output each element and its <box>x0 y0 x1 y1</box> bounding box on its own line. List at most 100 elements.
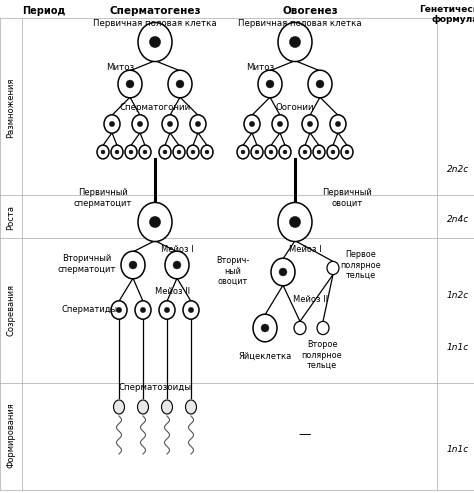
Ellipse shape <box>294 321 306 335</box>
Ellipse shape <box>317 321 329 335</box>
Ellipse shape <box>135 301 151 319</box>
Text: Генетическая
формула: Генетическая формула <box>419 5 474 24</box>
Circle shape <box>290 36 301 48</box>
Circle shape <box>269 150 273 154</box>
Ellipse shape <box>159 301 175 319</box>
Ellipse shape <box>190 115 206 133</box>
Circle shape <box>149 216 161 228</box>
Text: Созревания: Созревания <box>7 284 16 336</box>
Ellipse shape <box>125 145 137 159</box>
Circle shape <box>115 150 119 154</box>
Text: Размножения: Размножения <box>7 78 16 138</box>
Circle shape <box>261 324 269 332</box>
Circle shape <box>177 150 181 154</box>
Circle shape <box>255 150 259 154</box>
Circle shape <box>129 261 137 269</box>
Ellipse shape <box>237 145 249 159</box>
Circle shape <box>149 36 161 48</box>
Ellipse shape <box>271 258 295 286</box>
Circle shape <box>129 150 133 154</box>
Text: Сперматогенез: Сперматогенез <box>109 6 201 16</box>
Ellipse shape <box>258 70 282 98</box>
Ellipse shape <box>251 145 263 159</box>
Text: 1n1c: 1n1c <box>447 446 469 455</box>
Ellipse shape <box>111 145 123 159</box>
Ellipse shape <box>113 400 125 414</box>
Circle shape <box>283 150 287 154</box>
Circle shape <box>195 121 201 127</box>
Text: Формирования: Формирования <box>7 402 16 468</box>
Text: Яйцеклетка: Яйцеклетка <box>238 352 292 360</box>
Circle shape <box>143 150 147 154</box>
Text: Вторичный
сперматоцит: Вторичный сперматоцит <box>58 254 116 274</box>
Ellipse shape <box>162 400 173 414</box>
Circle shape <box>331 150 335 154</box>
Ellipse shape <box>341 145 353 159</box>
Ellipse shape <box>278 23 312 62</box>
Text: 1n2c: 1n2c <box>447 290 469 300</box>
Circle shape <box>163 150 167 154</box>
Circle shape <box>345 150 349 154</box>
Text: Второе
полярное
тельце: Второе полярное тельце <box>301 340 342 370</box>
Circle shape <box>101 150 105 154</box>
Circle shape <box>307 121 313 127</box>
Ellipse shape <box>118 70 142 98</box>
Text: Оогонии: Оогонии <box>276 103 314 111</box>
Circle shape <box>140 307 146 313</box>
Text: Мейоз I: Мейоз I <box>161 246 193 254</box>
Ellipse shape <box>121 251 145 279</box>
Ellipse shape <box>327 261 339 275</box>
Ellipse shape <box>111 301 127 319</box>
Text: Период: Период <box>22 6 65 16</box>
Text: Мейоз II: Мейоз II <box>155 286 191 295</box>
Circle shape <box>167 121 173 127</box>
Ellipse shape <box>185 400 197 414</box>
Circle shape <box>336 121 341 127</box>
Circle shape <box>317 150 321 154</box>
Ellipse shape <box>187 145 199 159</box>
Ellipse shape <box>299 145 311 159</box>
Text: Вторич-
ный
овоцит: Вторич- ный овоцит <box>216 256 250 286</box>
Circle shape <box>303 150 307 154</box>
Circle shape <box>249 121 255 127</box>
Ellipse shape <box>244 115 260 133</box>
Text: —: — <box>299 428 311 442</box>
Ellipse shape <box>313 145 325 159</box>
Text: Мейоз I: Мейоз I <box>289 246 321 254</box>
Circle shape <box>173 261 181 269</box>
Circle shape <box>188 307 194 313</box>
Ellipse shape <box>137 400 148 414</box>
Circle shape <box>266 80 274 88</box>
Ellipse shape <box>138 23 172 62</box>
Text: Митоз: Митоз <box>246 64 274 72</box>
Ellipse shape <box>183 301 199 319</box>
Circle shape <box>279 268 287 276</box>
Ellipse shape <box>165 251 189 279</box>
Circle shape <box>137 121 143 127</box>
Ellipse shape <box>168 70 192 98</box>
Ellipse shape <box>139 145 151 159</box>
Circle shape <box>290 216 301 228</box>
Ellipse shape <box>162 115 178 133</box>
Ellipse shape <box>330 115 346 133</box>
Circle shape <box>176 80 184 88</box>
Text: Сперматиды: Сперматиды <box>62 306 118 315</box>
Circle shape <box>191 150 195 154</box>
Text: Первое
полярное
тельце: Первое полярное тельце <box>341 250 381 280</box>
Text: Мейоз II: Мейоз II <box>293 295 328 305</box>
Text: Первичный
овоцит: Первичный овоцит <box>322 188 372 208</box>
Text: Первичная половая клетка: Первичная половая клетка <box>93 20 217 29</box>
Ellipse shape <box>104 115 120 133</box>
Circle shape <box>109 121 115 127</box>
Text: 2n2c: 2n2c <box>447 166 469 175</box>
Circle shape <box>277 121 283 127</box>
Ellipse shape <box>138 203 172 242</box>
Circle shape <box>316 80 324 88</box>
Text: Роста: Роста <box>7 206 16 231</box>
Text: Первичная половая клетка: Первичная половая клетка <box>238 20 362 29</box>
Text: 2n4c: 2n4c <box>447 215 469 224</box>
Ellipse shape <box>201 145 213 159</box>
Ellipse shape <box>327 145 339 159</box>
Ellipse shape <box>308 70 332 98</box>
Text: Первичный
сперматоцит: Первичный сперматоцит <box>74 188 132 208</box>
